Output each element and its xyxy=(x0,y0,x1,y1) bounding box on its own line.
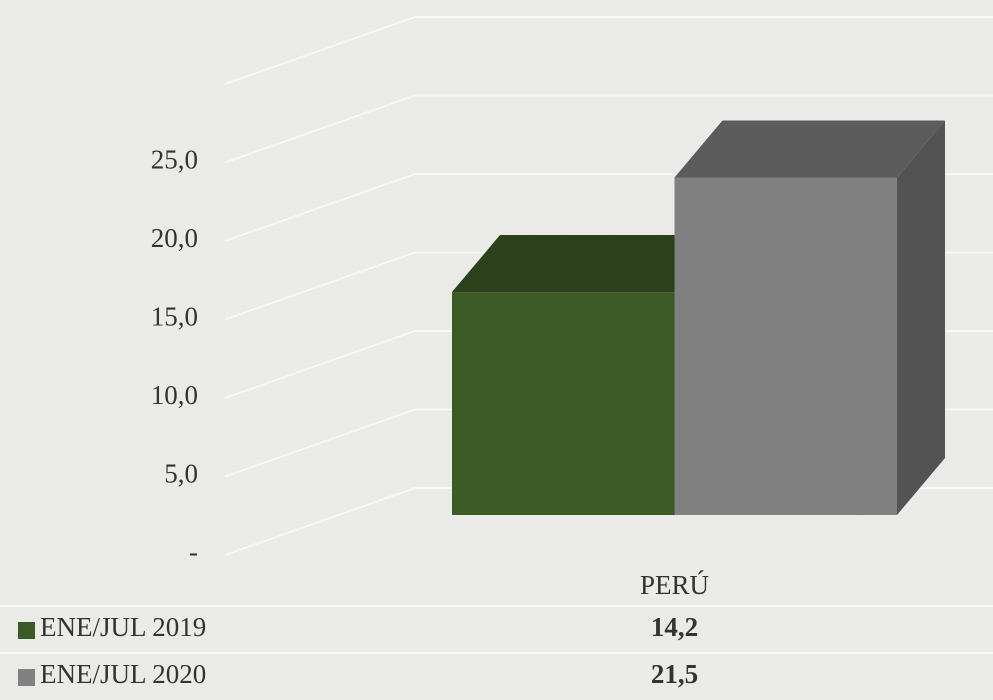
y-tick-label: 15,0 xyxy=(151,302,198,332)
bar-top xyxy=(452,235,723,293)
table-value: 21,5 xyxy=(651,659,698,689)
bar xyxy=(674,177,897,515)
grid-line xyxy=(224,173,416,242)
grid-line xyxy=(224,487,416,556)
legend-swatch xyxy=(18,669,35,686)
bar xyxy=(452,292,675,515)
grid-line xyxy=(224,408,416,478)
y-tick-label: 20,0 xyxy=(151,223,198,253)
y-tick-label: 10,0 xyxy=(151,380,198,410)
table-value: 14,2 xyxy=(651,612,698,642)
y-tick-label: 25,0 xyxy=(151,145,198,175)
bar-top xyxy=(674,120,945,178)
bar-side xyxy=(897,120,945,515)
legend-label: ENE/JUL 2019 xyxy=(40,612,206,642)
category-label: PERÚ xyxy=(640,570,709,600)
grid-line xyxy=(224,16,416,85)
y-tick-label: - xyxy=(189,537,198,567)
legend-label: ENE/JUL 2020 xyxy=(40,659,206,689)
grid-line xyxy=(224,251,416,321)
grid-line xyxy=(224,94,416,164)
y-tick-label: 5,0 xyxy=(164,459,198,489)
grid-line xyxy=(224,330,416,399)
legend-swatch xyxy=(18,622,35,639)
